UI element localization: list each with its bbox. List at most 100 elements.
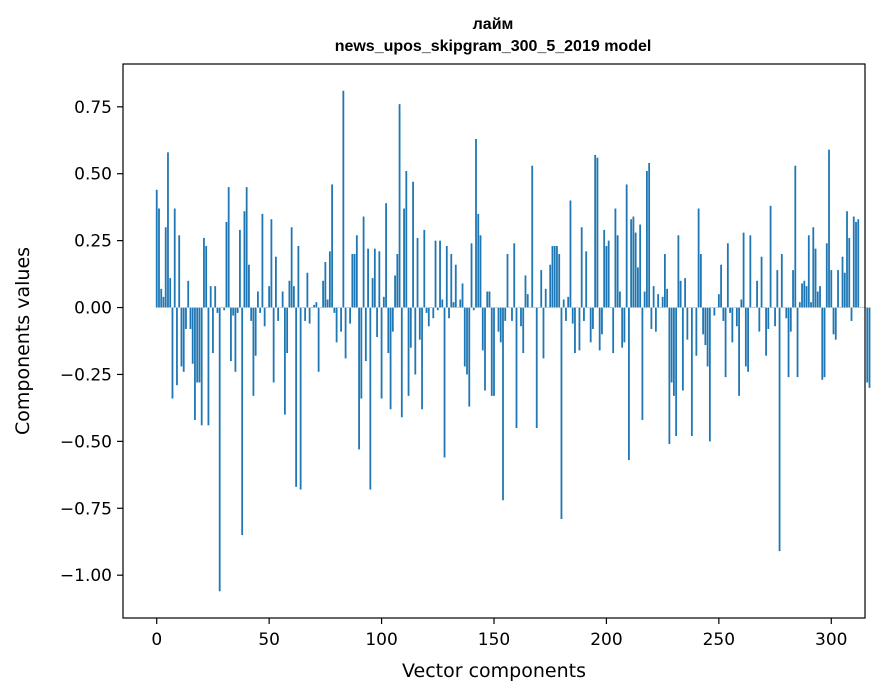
- bar-36: [236, 307, 239, 313]
- bar-210: [628, 307, 630, 461]
- bar-310: [852, 216, 855, 308]
- bar-54: [277, 307, 280, 321]
- bar-138: [466, 307, 468, 375]
- bar-288: [803, 280, 806, 308]
- bar-113: [409, 307, 412, 348]
- bar-240: [695, 307, 698, 356]
- bar-109: [400, 307, 403, 418]
- bar-167: [531, 165, 534, 308]
- bar-185: [571, 307, 574, 324]
- y-tick-label: 0.75: [74, 98, 112, 118]
- bar-259: [738, 307, 740, 396]
- bar-71: [315, 302, 318, 308]
- bar-112: [407, 307, 410, 396]
- bar-216: [641, 307, 644, 420]
- bar-70: [313, 304, 316, 308]
- bar-106: [394, 275, 396, 308]
- y-axis-ticks: 0.75 0.50 0.25 0.00 −0.25 −0.50 −0.75 −1.00: [60, 98, 123, 586]
- bar-128: [443, 307, 446, 458]
- bar-43: [252, 307, 255, 396]
- bar-282: [789, 307, 792, 332]
- bar-268: [758, 307, 761, 332]
- bar-92: [362, 216, 365, 308]
- bar-263: [747, 307, 749, 372]
- bar-53: [275, 256, 277, 308]
- x-axis-label: Vector components: [402, 660, 586, 682]
- bar-267: [756, 280, 758, 308]
- bar-230: [672, 307, 675, 396]
- bar-188: [578, 307, 581, 351]
- bar-24: [209, 286, 212, 308]
- bar-236: [686, 307, 689, 340]
- bar-147: [486, 291, 489, 308]
- x-tick-label: 300: [815, 630, 847, 650]
- bar-103: [387, 307, 390, 354]
- bar-82: [340, 307, 342, 332]
- bar-248: [713, 307, 716, 316]
- bar-206: [619, 291, 621, 308]
- bar-291: [810, 302, 812, 308]
- bar-149: [490, 307, 493, 396]
- bar-150: [493, 307, 495, 396]
- x-tick-label: 250: [703, 630, 735, 650]
- bar-193: [589, 307, 592, 343]
- bar-219: [648, 163, 651, 308]
- bar-50: [268, 286, 271, 308]
- bar-179: [558, 254, 561, 308]
- bar-93: [364, 307, 367, 362]
- bar-13: [185, 307, 187, 329]
- bar-83: [342, 90, 345, 308]
- bar-229: [670, 307, 673, 383]
- bar-297: [823, 307, 826, 378]
- y-tick-label: −0.25: [60, 365, 112, 385]
- x-tick-label: 100: [365, 630, 397, 650]
- bar-306: [843, 272, 846, 308]
- bar-155: [504, 307, 507, 321]
- bar-104: [389, 307, 392, 410]
- bar-242: [699, 254, 702, 308]
- bar-33: [230, 307, 232, 362]
- bar-308: [848, 237, 851, 308]
- bar-140: [470, 243, 473, 308]
- bar-177: [553, 245, 556, 308]
- bar-160: [515, 307, 518, 428]
- bar-227: [666, 288, 669, 308]
- bar-144: [479, 235, 482, 308]
- bar-121: [427, 307, 430, 327]
- bar-212: [632, 216, 635, 308]
- bar-74: [322, 280, 325, 308]
- chart-subtitle: news_upos_skipgram_300_5_2019 model: [335, 38, 652, 55]
- bar-284: [794, 165, 797, 308]
- bar-142: [475, 138, 477, 308]
- bar-246: [708, 307, 711, 442]
- bar-252: [722, 307, 725, 321]
- bar-245: [706, 307, 709, 367]
- bar-199: [603, 229, 606, 308]
- bar-254: [726, 243, 729, 308]
- bar-22: [205, 245, 208, 308]
- bar-38: [241, 307, 244, 536]
- chart-title: лайм: [473, 16, 514, 33]
- bar-102: [385, 203, 387, 308]
- bar-164: [524, 275, 527, 308]
- y-tick-label: 0.50: [74, 165, 112, 185]
- bar-218: [646, 171, 648, 308]
- bar-57: [283, 307, 286, 415]
- bar-228: [668, 307, 671, 445]
- bar-124: [434, 240, 437, 308]
- bar-87: [351, 254, 354, 308]
- bar-96: [371, 278, 374, 308]
- bar-234: [681, 307, 684, 391]
- bar-19: [198, 307, 201, 383]
- bar-299: [828, 149, 830, 308]
- bar-214: [637, 267, 639, 308]
- bar-125: [436, 307, 439, 311]
- bar-169: [535, 307, 538, 428]
- bar-139: [468, 307, 471, 407]
- bar-255: [729, 307, 731, 313]
- bar-127: [441, 299, 444, 308]
- bars-group: [155, 90, 871, 592]
- bar-94: [367, 248, 369, 308]
- bar-95: [369, 307, 372, 490]
- bar-67: [306, 272, 309, 308]
